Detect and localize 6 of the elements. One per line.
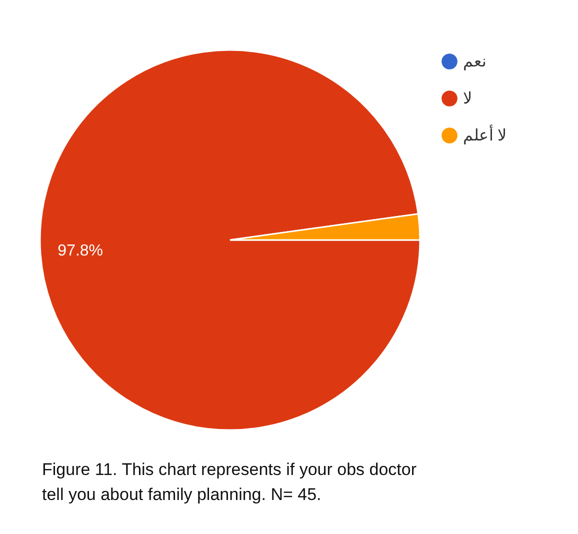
pie-slice (40, 49, 421, 431)
legend-label: نعم (463, 54, 486, 70)
legend-label: لا أعلم (463, 124, 506, 144)
data-label: 97.8% (58, 242, 104, 260)
caption: Figure 11. This chart represents if your obs doctor tell you about family planning. N= 45. (42, 460, 417, 504)
legend-label: لا (463, 90, 472, 108)
